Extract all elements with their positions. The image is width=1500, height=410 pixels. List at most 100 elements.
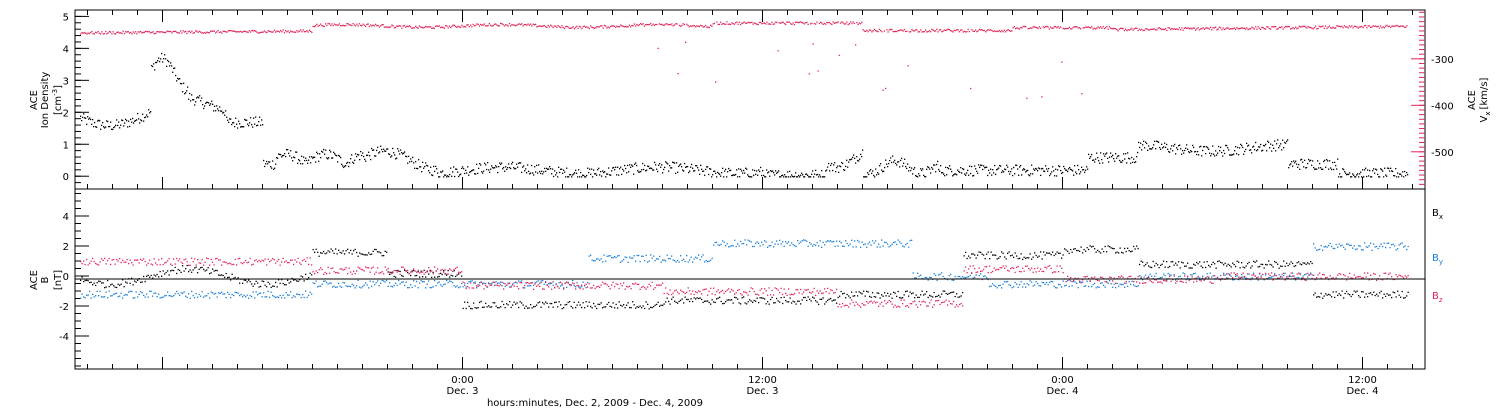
bx-point xyxy=(770,298,772,301)
vx-point xyxy=(771,21,773,23)
bz-point xyxy=(843,305,845,307)
density-point xyxy=(326,157,328,159)
vx-point xyxy=(1348,25,1351,27)
bz-point xyxy=(506,284,508,286)
by-point xyxy=(681,259,683,262)
bz-point xyxy=(881,301,883,303)
by-point xyxy=(501,285,503,287)
by-point xyxy=(1139,275,1141,277)
by-point xyxy=(491,282,493,285)
by-point xyxy=(111,295,113,297)
by-point xyxy=(1023,283,1025,285)
by-point xyxy=(1044,283,1046,285)
vx-point xyxy=(665,23,667,25)
bx-point xyxy=(696,297,698,299)
density-point xyxy=(607,173,609,175)
vx-point xyxy=(903,28,906,31)
density-point xyxy=(118,121,120,123)
vx-point xyxy=(536,26,538,28)
density-point xyxy=(1314,168,1316,170)
density-point xyxy=(591,168,593,170)
bx-point xyxy=(1190,267,1192,269)
bx-point xyxy=(965,251,967,254)
density-point xyxy=(280,153,282,156)
by-point xyxy=(1335,243,1337,246)
density-point xyxy=(1315,168,1317,170)
density-point xyxy=(1232,154,1234,156)
vx-point xyxy=(1330,27,1332,29)
vx-point xyxy=(383,26,386,28)
vx-point xyxy=(485,25,487,27)
density-point xyxy=(1129,158,1131,160)
bx-point xyxy=(953,291,955,293)
bx-point xyxy=(806,299,808,302)
vx-point xyxy=(421,26,423,29)
bz-point xyxy=(155,262,157,264)
by-point xyxy=(1272,275,1274,277)
bx-point xyxy=(636,306,638,308)
by-point xyxy=(1361,249,1363,251)
vx-point xyxy=(816,21,818,23)
by-point xyxy=(270,291,272,293)
vx-point xyxy=(671,23,673,25)
density-point xyxy=(134,120,136,122)
by-point xyxy=(768,245,770,247)
by-point xyxy=(1004,280,1006,283)
density-point xyxy=(720,175,722,177)
density-point xyxy=(1312,160,1314,162)
by-point xyxy=(924,276,926,279)
vx-point xyxy=(615,26,617,29)
vx-point xyxy=(1126,30,1128,32)
density-point xyxy=(945,166,947,169)
density-point xyxy=(566,167,568,169)
density-point xyxy=(260,124,262,126)
bx-point xyxy=(822,297,824,299)
density-point xyxy=(533,174,535,176)
density-point xyxy=(210,103,212,105)
density-point xyxy=(778,170,780,172)
by-point xyxy=(399,283,401,285)
vx-point xyxy=(1131,27,1133,30)
density-point xyxy=(1028,174,1030,176)
bx-point xyxy=(1275,261,1277,264)
by-point xyxy=(122,297,124,299)
bx-point xyxy=(908,295,910,297)
vx-point xyxy=(696,25,698,27)
bz-point xyxy=(494,281,496,284)
density-point xyxy=(1059,165,1061,168)
by-point xyxy=(927,279,929,281)
by-point xyxy=(816,242,818,244)
bx-point xyxy=(743,296,745,298)
vx-point xyxy=(428,26,431,28)
bx-point xyxy=(894,292,896,294)
vx-point xyxy=(288,31,291,34)
density-point xyxy=(1096,152,1098,154)
vx-point xyxy=(635,25,637,27)
density-point xyxy=(1111,156,1113,158)
vx-point xyxy=(261,31,263,33)
vx-point xyxy=(925,29,927,31)
bz-point xyxy=(741,294,743,296)
bx-point xyxy=(1059,252,1061,254)
density-point xyxy=(468,174,470,176)
vx-point xyxy=(271,31,273,33)
density-point xyxy=(568,176,570,178)
by-point xyxy=(551,282,553,284)
density-point xyxy=(1151,148,1153,150)
density-point xyxy=(452,171,454,173)
by-point xyxy=(477,284,479,286)
density-point xyxy=(1161,143,1163,145)
density-point xyxy=(291,157,293,159)
density-point xyxy=(552,168,554,170)
bx-point xyxy=(453,270,455,272)
bz-point xyxy=(833,292,835,294)
vx-point xyxy=(442,26,444,29)
vx-point xyxy=(1272,26,1274,28)
bz-point xyxy=(446,273,448,275)
bx-point xyxy=(1175,262,1177,264)
bx-point xyxy=(1104,245,1106,248)
by-point xyxy=(780,243,782,245)
density-point xyxy=(947,166,949,169)
vx-point xyxy=(990,29,992,31)
vx-point xyxy=(1288,26,1291,28)
